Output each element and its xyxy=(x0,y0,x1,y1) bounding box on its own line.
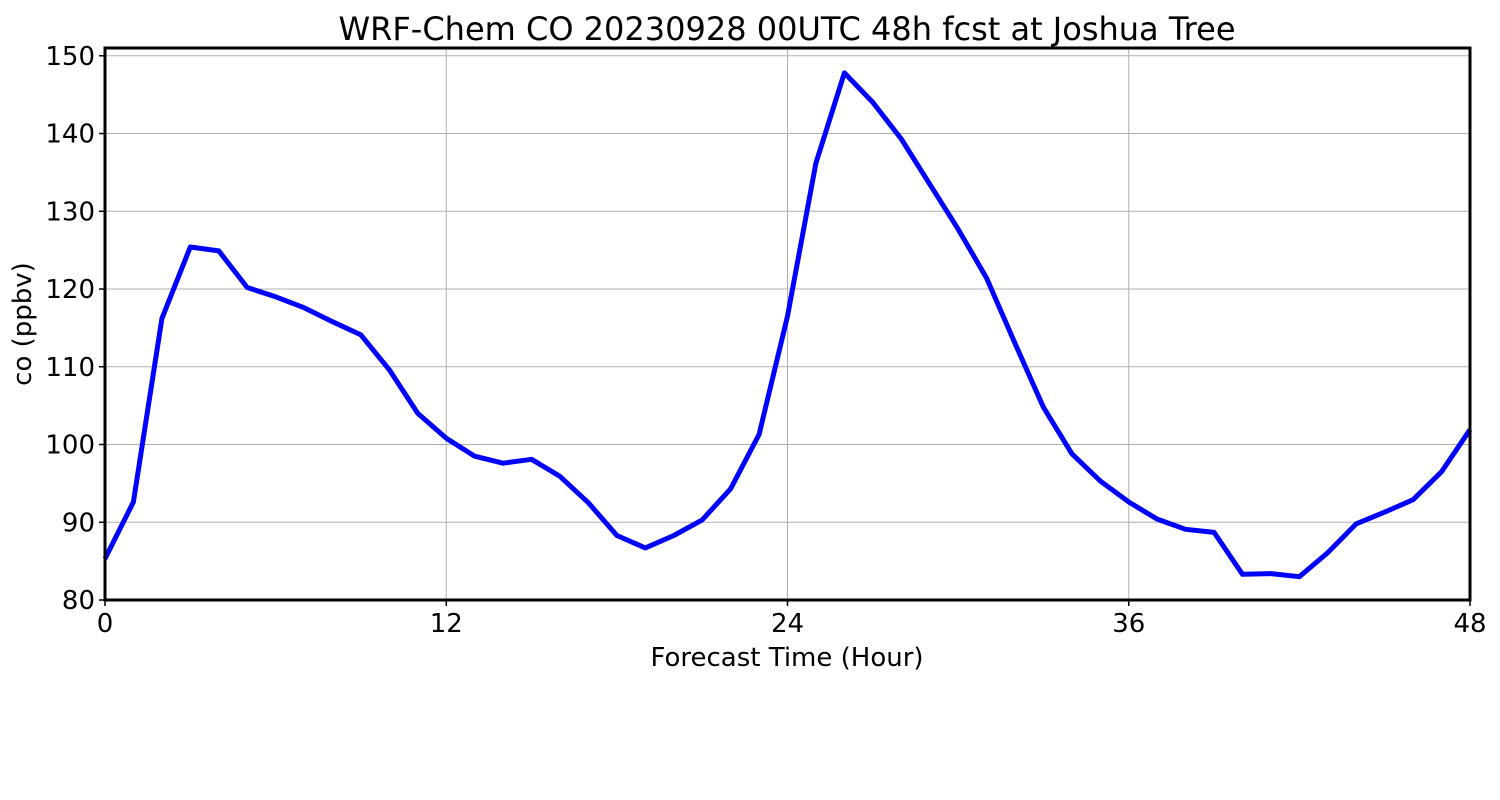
y-axis: 80 90 100 110 120 130 140 150 xyxy=(45,42,105,616)
x-tick-label: 36 xyxy=(1112,609,1145,639)
x-tick-label: 24 xyxy=(771,609,804,639)
y-tick-label: 120 xyxy=(45,275,95,305)
x-tick-label: 48 xyxy=(1453,609,1486,639)
y-tick-label: 90 xyxy=(62,508,95,538)
y-tick-label: 100 xyxy=(45,431,95,461)
gridlines xyxy=(105,48,1470,600)
co-series-line xyxy=(102,70,1473,580)
x-axis: 0 12 24 36 48 xyxy=(97,600,1487,639)
series-layer xyxy=(102,70,1473,580)
x-tick-label: 0 xyxy=(97,609,114,639)
y-axis-label: co (ppbv) xyxy=(8,262,38,386)
y-tick-label: 150 xyxy=(45,42,95,72)
chart-title: WRF-Chem CO 20230928 00UTC 48h fcst at J… xyxy=(338,10,1235,48)
y-tick-label: 140 xyxy=(45,120,95,150)
x-axis-label: Forecast Time (Hour) xyxy=(650,643,923,673)
x-tick-label: 12 xyxy=(430,609,463,639)
y-tick-label: 130 xyxy=(45,197,95,227)
y-tick-label: 80 xyxy=(62,586,95,616)
y-tick-label: 110 xyxy=(45,353,95,383)
